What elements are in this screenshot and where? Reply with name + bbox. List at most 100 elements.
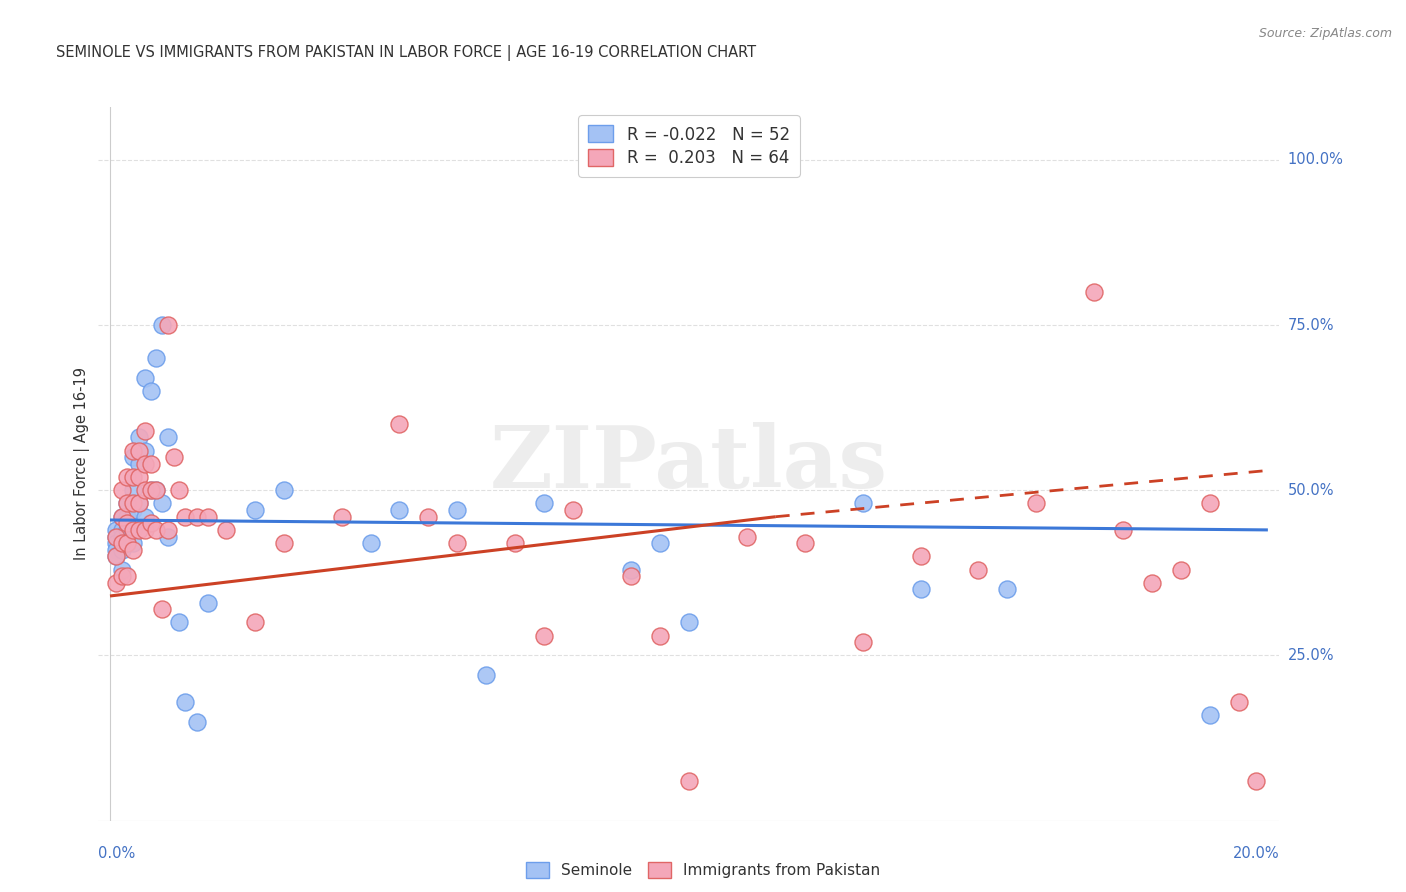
- Point: [995, 582, 1018, 597]
- Point: [156, 529, 179, 543]
- Point: [122, 536, 145, 550]
- Point: [910, 549, 932, 564]
- Point: [150, 602, 173, 616]
- Point: [1140, 575, 1163, 590]
- Point: [1246, 774, 1268, 789]
- Point: [134, 457, 156, 471]
- Point: [128, 470, 150, 484]
- Point: [1199, 496, 1222, 510]
- Point: [145, 351, 167, 365]
- Point: [122, 470, 145, 484]
- Text: 25.0%: 25.0%: [1288, 648, 1334, 663]
- Point: [122, 523, 145, 537]
- Point: [446, 536, 468, 550]
- Point: [446, 503, 468, 517]
- Point: [243, 615, 266, 630]
- Text: 20.0%: 20.0%: [1233, 846, 1279, 861]
- Point: [150, 496, 173, 510]
- Point: [104, 523, 127, 537]
- Point: [110, 529, 132, 543]
- Point: [104, 536, 127, 550]
- Point: [122, 496, 145, 510]
- Point: [1083, 285, 1105, 299]
- Point: [134, 509, 156, 524]
- Point: [145, 523, 167, 537]
- Point: [533, 629, 555, 643]
- Point: [128, 443, 150, 458]
- Point: [533, 496, 555, 510]
- Point: [128, 457, 150, 471]
- Point: [139, 516, 162, 531]
- Point: [104, 549, 127, 564]
- Point: [139, 457, 162, 471]
- Point: [186, 714, 208, 729]
- Point: [150, 318, 173, 332]
- Point: [273, 536, 295, 550]
- Point: [156, 430, 179, 444]
- Point: [418, 509, 440, 524]
- Point: [122, 483, 145, 498]
- Point: [475, 668, 498, 682]
- Point: [620, 569, 643, 583]
- Text: ZIPatlas: ZIPatlas: [489, 422, 889, 506]
- Point: [145, 483, 167, 498]
- Legend: Seminole, Immigrants from Pakistan: Seminole, Immigrants from Pakistan: [520, 856, 886, 884]
- Point: [117, 470, 139, 484]
- Point: [117, 496, 139, 510]
- Point: [117, 569, 139, 583]
- Point: [388, 503, 411, 517]
- Point: [1170, 563, 1192, 577]
- Text: 0.0%: 0.0%: [98, 846, 135, 861]
- Point: [910, 582, 932, 597]
- Point: [104, 542, 127, 557]
- Point: [110, 542, 132, 557]
- Point: [134, 371, 156, 385]
- Point: [562, 503, 585, 517]
- Point: [128, 523, 150, 537]
- Point: [110, 569, 132, 583]
- Point: [104, 529, 127, 543]
- Y-axis label: In Labor Force | Age 16-19: In Labor Force | Age 16-19: [75, 368, 90, 560]
- Point: [117, 536, 139, 550]
- Point: [156, 523, 179, 537]
- Point: [139, 483, 162, 498]
- Point: [117, 496, 139, 510]
- Point: [169, 615, 191, 630]
- Point: [110, 509, 132, 524]
- Point: [648, 536, 671, 550]
- Point: [793, 536, 815, 550]
- Text: 50.0%: 50.0%: [1288, 483, 1334, 498]
- Text: Source: ZipAtlas.com: Source: ZipAtlas.com: [1258, 27, 1392, 40]
- Point: [648, 629, 671, 643]
- Point: [128, 496, 150, 510]
- Point: [197, 509, 219, 524]
- Point: [134, 523, 156, 537]
- Point: [139, 384, 162, 399]
- Point: [174, 509, 197, 524]
- Point: [110, 563, 132, 577]
- Point: [122, 523, 145, 537]
- Point: [134, 483, 156, 498]
- Point: [967, 563, 990, 577]
- Text: 75.0%: 75.0%: [1288, 318, 1334, 333]
- Point: [117, 523, 139, 537]
- Point: [273, 483, 295, 498]
- Legend: R = -0.022   N = 52, R =  0.203   N = 64: R = -0.022 N = 52, R = 0.203 N = 64: [578, 115, 800, 177]
- Point: [735, 529, 758, 543]
- Point: [215, 523, 238, 537]
- Point: [134, 424, 156, 438]
- Point: [503, 536, 526, 550]
- Point: [620, 563, 643, 577]
- Point: [1227, 695, 1250, 709]
- Point: [122, 443, 145, 458]
- Point: [1025, 496, 1047, 510]
- Point: [678, 774, 700, 789]
- Point: [360, 536, 382, 550]
- Point: [117, 516, 139, 531]
- Point: [117, 509, 139, 524]
- Point: [186, 509, 208, 524]
- Point: [110, 536, 132, 550]
- Point: [104, 529, 127, 543]
- Point: [169, 483, 191, 498]
- Point: [104, 575, 127, 590]
